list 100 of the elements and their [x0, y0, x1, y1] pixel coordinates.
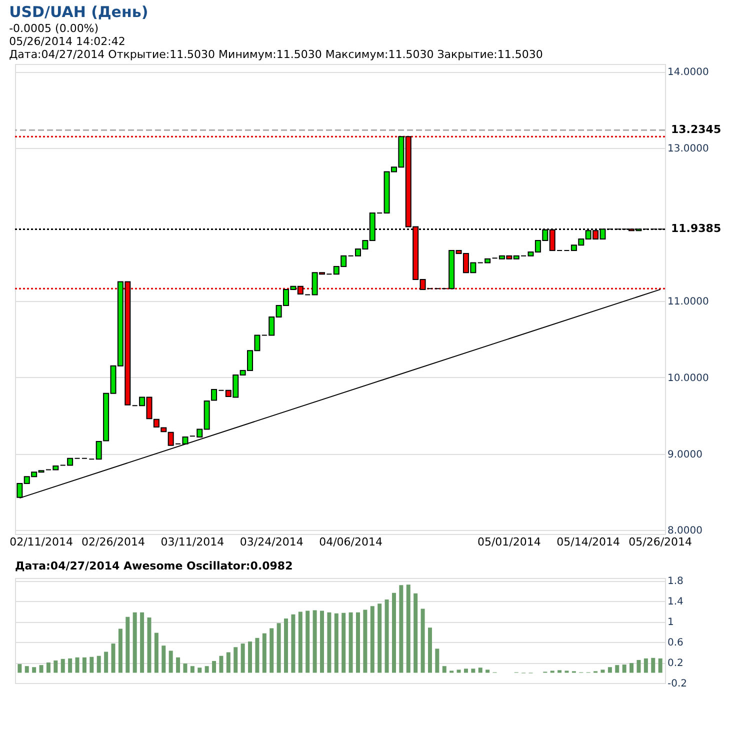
bar: [226, 652, 230, 673]
bar: [464, 668, 468, 673]
bar: [255, 638, 260, 673]
bar: [342, 612, 346, 673]
y-tick-label: 11.0000: [668, 296, 709, 308]
bar: [18, 664, 22, 673]
x-tick-label: 03/24/2014: [240, 536, 304, 548]
bar: [334, 613, 338, 673]
bar: [312, 610, 317, 673]
y-tick-label: 1.8: [668, 576, 684, 588]
bar: [183, 664, 188, 673]
bar: [60, 658, 65, 673]
bar: [658, 658, 662, 673]
y-tick-label: 10.0000: [668, 372, 709, 384]
bar: [420, 608, 425, 673]
bar: [32, 667, 36, 673]
y-tick-label: 13.0000: [668, 144, 709, 155]
bar: [600, 670, 605, 673]
bar: [478, 668, 482, 673]
chart-title: Дата:04/27/2014 Awesome Oscillator:0.0982: [15, 560, 293, 573]
bar: [399, 585, 404, 673]
x-tick-label: 05/01/2014: [477, 536, 541, 548]
bar: [276, 623, 281, 673]
bar: [306, 610, 310, 673]
bar: [118, 628, 122, 673]
bar: [298, 612, 302, 673]
x-tick-label: 02/11/2014: [10, 536, 73, 548]
bar: [190, 666, 194, 673]
x-tick-label: 05/14/2014: [556, 536, 620, 548]
bar: [154, 632, 158, 673]
bar: [558, 670, 562, 673]
bar: [198, 668, 202, 673]
y-tick-label: 14.0000: [668, 67, 709, 78]
bar: [471, 668, 476, 673]
bar: [111, 644, 116, 673]
bar: [486, 670, 490, 673]
bar: [442, 666, 446, 673]
bar: [140, 612, 144, 673]
bar: [24, 666, 29, 673]
bar: [219, 656, 224, 673]
bar: [39, 665, 44, 673]
bar: [262, 633, 266, 673]
bar: [162, 646, 166, 673]
bar: [82, 657, 86, 673]
bar: [234, 647, 238, 673]
bar: [630, 663, 634, 673]
bar: [104, 652, 108, 673]
x-tick-label: 02/26/2014: [82, 536, 145, 548]
bar: [46, 662, 50, 673]
text: Дата:04/27/2014 Открытие:11.5030 Минимум:11.5030 Максимум:11.5030 Закрытие:11.5030: [9, 48, 543, 61]
bar: [248, 642, 252, 673]
bar: [435, 648, 440, 673]
y-tick-label: 1: [668, 617, 674, 628]
y-tick-label: 8.0000: [668, 526, 702, 537]
bar: [644, 658, 648, 673]
bar: [370, 606, 374, 673]
y-tick-label: -0.2: [668, 678, 688, 690]
bar: [90, 656, 94, 673]
bar: [356, 612, 360, 673]
bar: [54, 660, 58, 673]
bar: [456, 670, 461, 673]
bar: [651, 658, 656, 673]
bar: [414, 593, 418, 673]
bar: [384, 600, 389, 673]
bar: [327, 612, 332, 673]
bar: [168, 650, 173, 673]
bar: [392, 592, 396, 673]
chart-title: USD/UAH (День): [9, 3, 148, 21]
bar: [212, 660, 216, 673]
ref-line-label: 11.9385: [671, 222, 722, 236]
chart-subtitle: -0.0005 (0.00%): [9, 22, 99, 35]
bar: [636, 660, 641, 673]
bar: [284, 618, 288, 673]
bar: [126, 616, 130, 673]
bar: [176, 657, 180, 673]
bar: [622, 664, 626, 673]
bar: [96, 656, 101, 673]
x-tick-label: 03/11/2014: [160, 536, 224, 548]
y-tick-label: 1.4: [668, 596, 684, 608]
bar: [378, 604, 382, 673]
bar: [428, 628, 432, 673]
bar: [363, 610, 368, 673]
bar: [270, 628, 274, 673]
text: 05/26/2014 14:02:42: [9, 35, 126, 48]
bar: [204, 666, 209, 673]
bar: [147, 617, 152, 673]
y-tick-label: 9.0000: [668, 449, 702, 460]
bar: [75, 657, 80, 673]
bar: [406, 584, 410, 673]
bar: [348, 612, 353, 673]
y-tick-label: 0.6: [668, 638, 684, 649]
bar: [132, 612, 137, 673]
bar: [615, 665, 620, 673]
bar: [291, 614, 296, 673]
ref-line-label: 13.2345: [671, 123, 722, 136]
bar: [68, 658, 72, 673]
bar: [320, 610, 324, 673]
bar: [608, 667, 612, 673]
bar: [240, 644, 245, 673]
x-tick-label: 05/26/2014: [628, 536, 692, 548]
